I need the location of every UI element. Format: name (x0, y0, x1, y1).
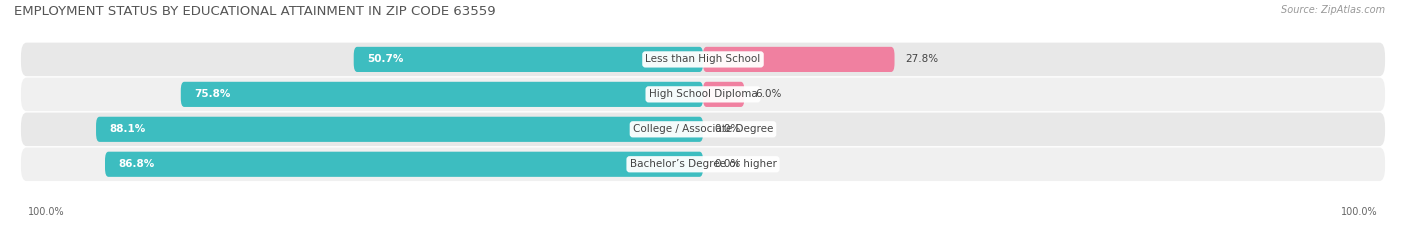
Text: College / Associate Degree: College / Associate Degree (633, 124, 773, 134)
Text: 27.8%: 27.8% (905, 55, 939, 64)
FancyBboxPatch shape (181, 82, 703, 107)
Text: 0.0%: 0.0% (714, 124, 741, 134)
FancyBboxPatch shape (703, 82, 744, 107)
Text: High School Diploma: High School Diploma (648, 89, 758, 99)
FancyBboxPatch shape (96, 117, 703, 142)
Text: 86.8%: 86.8% (118, 159, 155, 169)
Text: Bachelor’s Degree or higher: Bachelor’s Degree or higher (630, 159, 776, 169)
FancyBboxPatch shape (105, 152, 703, 177)
FancyBboxPatch shape (21, 147, 1385, 181)
Text: 0.0%: 0.0% (714, 159, 741, 169)
Text: 75.8%: 75.8% (194, 89, 231, 99)
FancyBboxPatch shape (21, 113, 1385, 146)
Text: EMPLOYMENT STATUS BY EDUCATIONAL ATTAINMENT IN ZIP CODE 63559: EMPLOYMENT STATUS BY EDUCATIONAL ATTAINM… (14, 5, 496, 18)
Text: 6.0%: 6.0% (755, 89, 782, 99)
Text: Less than High School: Less than High School (645, 55, 761, 64)
Text: 100.0%: 100.0% (28, 207, 65, 217)
FancyBboxPatch shape (21, 43, 1385, 76)
FancyBboxPatch shape (354, 47, 703, 72)
FancyBboxPatch shape (21, 78, 1385, 111)
Text: 100.0%: 100.0% (1341, 207, 1378, 217)
Text: 88.1%: 88.1% (110, 124, 146, 134)
Text: Source: ZipAtlas.com: Source: ZipAtlas.com (1281, 5, 1385, 15)
Text: 50.7%: 50.7% (367, 55, 404, 64)
FancyBboxPatch shape (703, 47, 894, 72)
